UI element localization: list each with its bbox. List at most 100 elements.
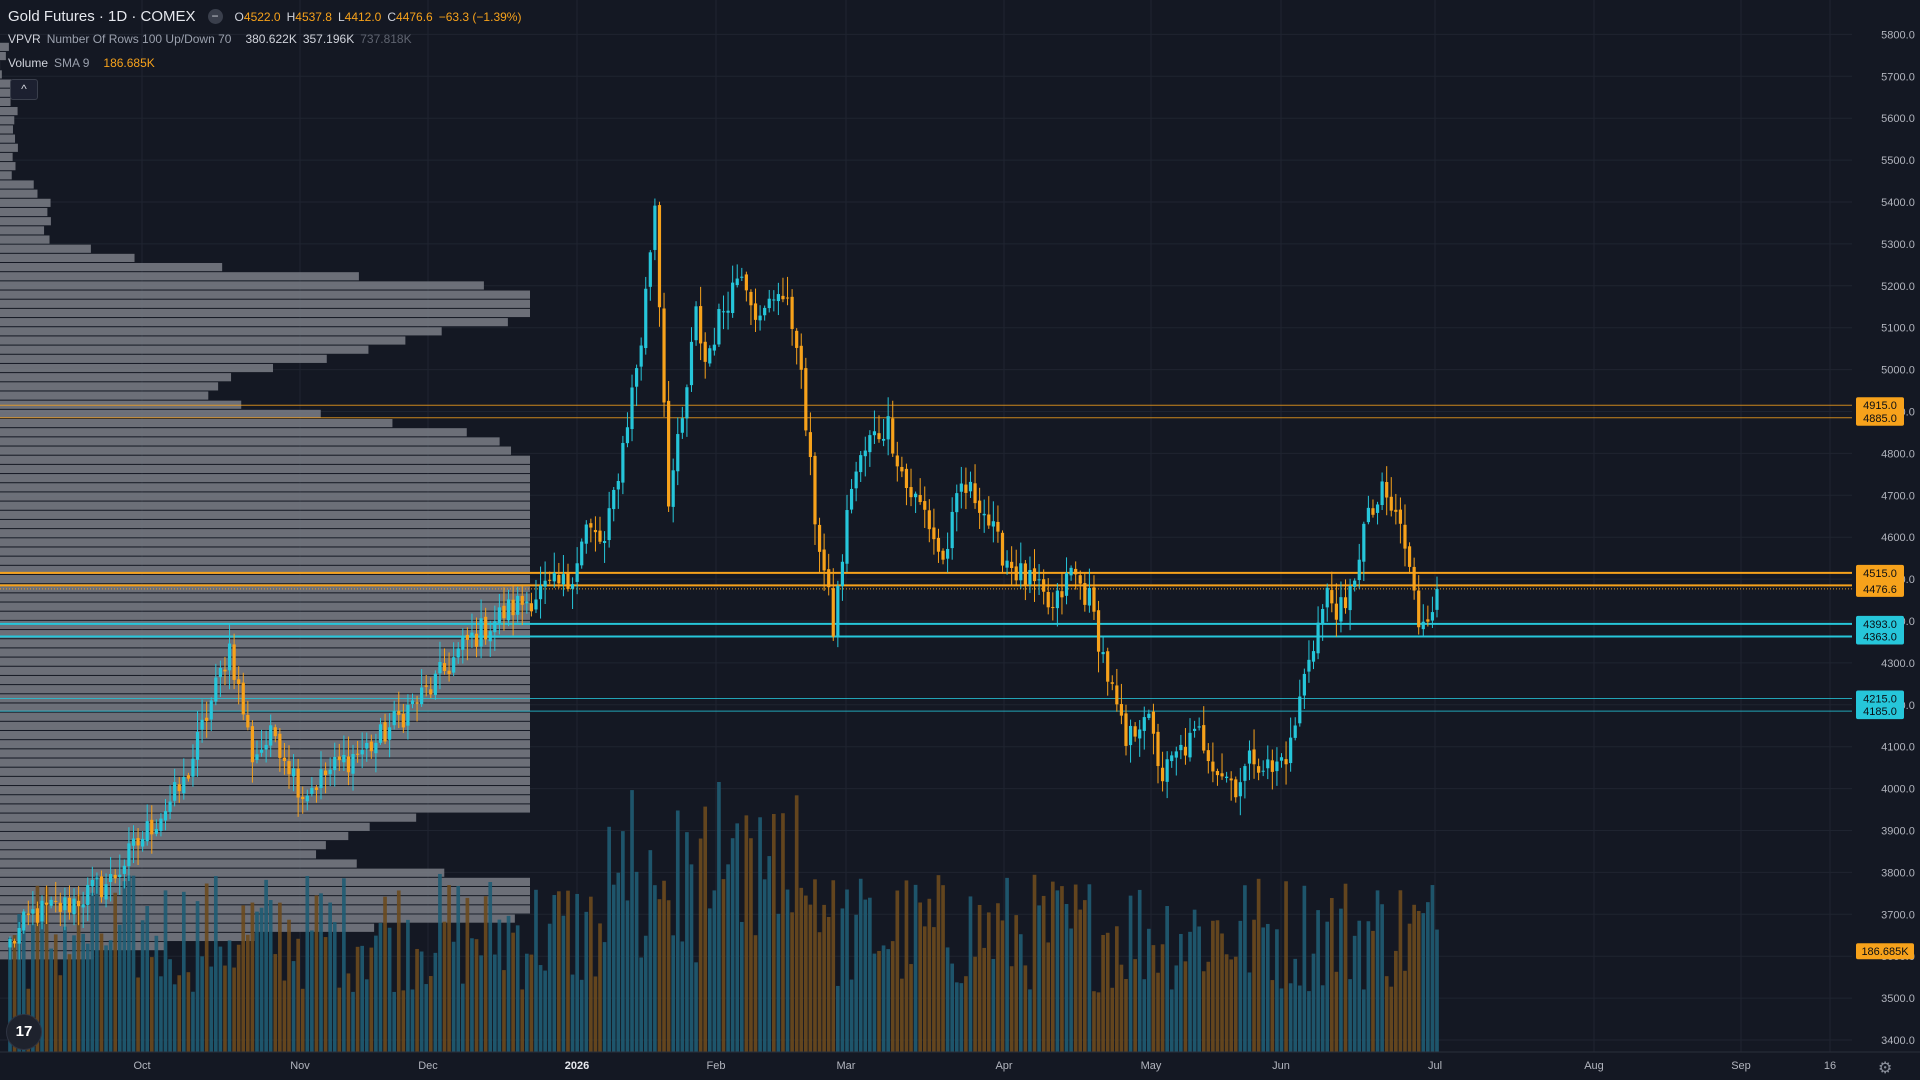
candle-body — [1284, 759, 1288, 765]
volume-profile-row — [0, 730, 530, 740]
candle-body — [644, 288, 648, 349]
time-axis[interactable]: Oct Nov Dec 2026 Feb Mar Apr May Jun Jul Aug Sep 16 — [0, 1051, 1920, 1080]
volume-badge[interactable] — [1856, 943, 1914, 960]
volume-bar — [794, 795, 799, 1052]
candle-body — [456, 648, 460, 658]
candle-body — [593, 529, 598, 533]
price-level-badge[interactable] — [1856, 580, 1904, 597]
price-tick-label: 4700.0 — [1881, 490, 1915, 502]
price-tick-label: 4100.0 — [1881, 742, 1915, 754]
volume-bar — [1183, 961, 1188, 1052]
candle-body — [634, 368, 639, 387]
vpvr-up-volume: 380.622K — [245, 32, 297, 46]
candle-body — [1165, 759, 1169, 782]
price-level-badge[interactable] — [1856, 564, 1904, 581]
symbol-title[interactable]: Gold Futures · 1D · COMEX — [8, 8, 196, 25]
collapse-legend-button[interactable]: ^ — [10, 79, 38, 100]
tradingview-logo-icon[interactable]: 17 — [6, 1014, 42, 1050]
volume-profile-row — [0, 822, 370, 831]
volume-bar — [1371, 930, 1375, 1052]
candle-body — [630, 387, 634, 430]
candle-body — [214, 677, 218, 702]
volume-bar — [342, 878, 346, 1052]
candle-body — [420, 687, 424, 705]
volume-profile-row — [0, 721, 530, 730]
price-axis[interactable]: 5800.0 5700.0 5600.0 5500.0 5400.0 5300.0 5200… — [1856, 0, 1920, 1052]
candle-body — [1389, 496, 1393, 511]
candle-body — [511, 599, 515, 616]
candle-body — [735, 278, 739, 286]
volume-profile-row — [0, 391, 209, 400]
price-tick-label: 3500.0 — [1881, 993, 1915, 1005]
volume-bar — [1229, 959, 1234, 1052]
candle-body — [1225, 776, 1229, 779]
candle-body — [241, 682, 245, 715]
volume-bar — [1247, 972, 1252, 1052]
candle-body — [246, 714, 250, 728]
candle-body — [223, 669, 227, 672]
volume-bar — [813, 879, 817, 1052]
candle-body — [506, 599, 511, 621]
price-level-badge-label: 4885.0 — [1863, 413, 1897, 425]
candle-body — [99, 876, 104, 898]
volume-bar — [131, 875, 136, 1052]
price-level-badge-label: 4363.0 — [1863, 632, 1897, 644]
price-level-badge[interactable] — [1856, 628, 1904, 645]
vpvr-legend[interactable]: VPVR Number Of Rows 100 Up/Down 70 380.6… — [8, 32, 412, 46]
candle-body — [81, 904, 85, 908]
volume-bar — [1297, 985, 1302, 1052]
candle-body — [1339, 597, 1343, 622]
candle-body — [378, 724, 383, 743]
candle-body — [845, 510, 849, 564]
gear-icon[interactable]: ⚙ — [1878, 1060, 1893, 1077]
price-level-badge[interactable] — [1856, 690, 1904, 707]
volume-bar — [1252, 919, 1256, 1052]
volume-profile-row — [0, 767, 530, 776]
candle-body — [1279, 757, 1284, 761]
candle-body — [694, 306, 698, 341]
vpvr-total-volume: 737.818K — [360, 32, 412, 46]
volume-bar — [1087, 884, 1092, 1052]
volume-profile-row — [0, 107, 18, 116]
candle-body — [470, 632, 474, 638]
ohlc-open-label: O — [234, 9, 244, 24]
volume-bar — [460, 983, 465, 1052]
volume-bar — [1037, 905, 1041, 1052]
candle-body — [525, 601, 529, 604]
price-level-badge[interactable] — [1856, 703, 1904, 720]
volume-bar — [419, 951, 424, 1052]
price-level-badge[interactable] — [1856, 397, 1904, 414]
volume-profile-row — [0, 841, 326, 850]
volume-bar — [1137, 889, 1142, 1052]
price-level-badge[interactable] — [1856, 409, 1904, 426]
time-tick-label: Jun — [1272, 1060, 1290, 1072]
volume-bar — [1325, 921, 1330, 1052]
volume-bar — [1119, 964, 1124, 1052]
price-tick-label: 5600.0 — [1881, 113, 1915, 125]
candle-body — [1197, 726, 1201, 728]
volume-bar — [771, 814, 776, 1052]
candle-body — [1403, 524, 1407, 549]
minus-icon[interactable]: − — [207, 9, 223, 24]
volume-bar — [63, 926, 67, 1052]
volume-bar — [53, 934, 58, 1052]
price-level-badge[interactable] — [1856, 615, 1904, 632]
candle-body — [877, 433, 881, 440]
candle-body — [159, 818, 163, 831]
volume-bar — [223, 965, 227, 1052]
volume-bar — [849, 979, 854, 1052]
candle-body — [1426, 619, 1430, 622]
price-tick-label: 4000.0 — [1881, 784, 1915, 796]
candle-body — [282, 757, 287, 761]
volume-bar — [209, 966, 214, 1052]
volume-bar — [470, 938, 474, 1052]
price-tick-label: 4800.0 — [1881, 448, 1915, 460]
volume-profile-row — [0, 510, 530, 519]
volume-legend[interactable]: Volume SMA 9 186.685K — [8, 56, 155, 70]
candle-body — [580, 541, 584, 566]
candle-body — [163, 811, 168, 821]
volume-bar — [149, 957, 154, 1052]
candle-body — [1238, 782, 1242, 797]
volume-bar — [557, 891, 561, 1052]
